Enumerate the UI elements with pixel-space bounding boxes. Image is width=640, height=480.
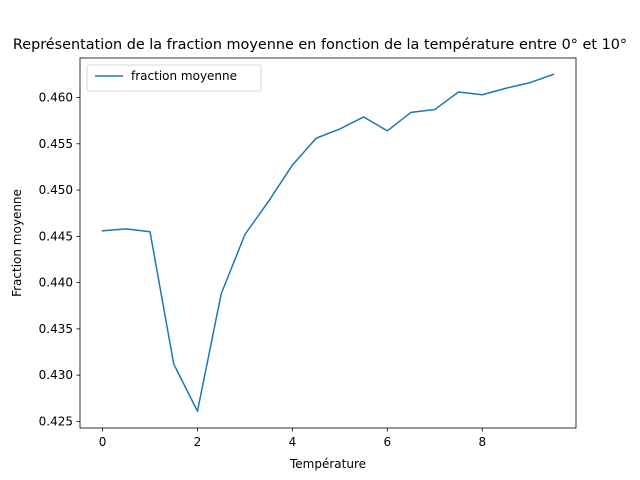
- y-tick-label: 0.440: [39, 276, 73, 290]
- x-tick-label: 8: [478, 435, 486, 449]
- series-line-0: [101, 73, 555, 412]
- x-axis-ticks: 0 2 4 6 8: [99, 428, 486, 449]
- y-axis-ticks: 0.425 0.430 0.435 0.440 0.445 0.450 0.455 0.460: [39, 91, 80, 428]
- plot-area: [80, 58, 576, 428]
- y-axis-label: Fraction moyenne: [10, 189, 24, 297]
- x-tick-label: 6: [384, 435, 392, 449]
- legend-box: [86, 64, 262, 92]
- x-tick-label: 2: [194, 435, 202, 449]
- x-axis-label: Température: [289, 457, 366, 471]
- y-tick-label: 0.435: [39, 322, 73, 336]
- legend-label-fraction-moyenne: fraction moyenne: [131, 69, 237, 83]
- plot-frame: [79, 57, 577, 429]
- y-tick-label: 0.445: [39, 229, 73, 243]
- legend: fraction moyenne: [86, 64, 262, 92]
- series-layer: [101, 73, 555, 412]
- y-tick-label: 0.430: [39, 368, 73, 382]
- chart-title: Représentation de la fraction moyenne en…: [13, 37, 627, 53]
- y-tick-label: 0.460: [39, 91, 73, 105]
- x-tick-label: 0: [99, 435, 107, 449]
- x-tick-label: 4: [289, 435, 297, 449]
- y-tick-label: 0.450: [39, 183, 73, 197]
- y-tick-label: 0.425: [39, 414, 73, 428]
- y-tick-label: 0.455: [39, 137, 73, 151]
